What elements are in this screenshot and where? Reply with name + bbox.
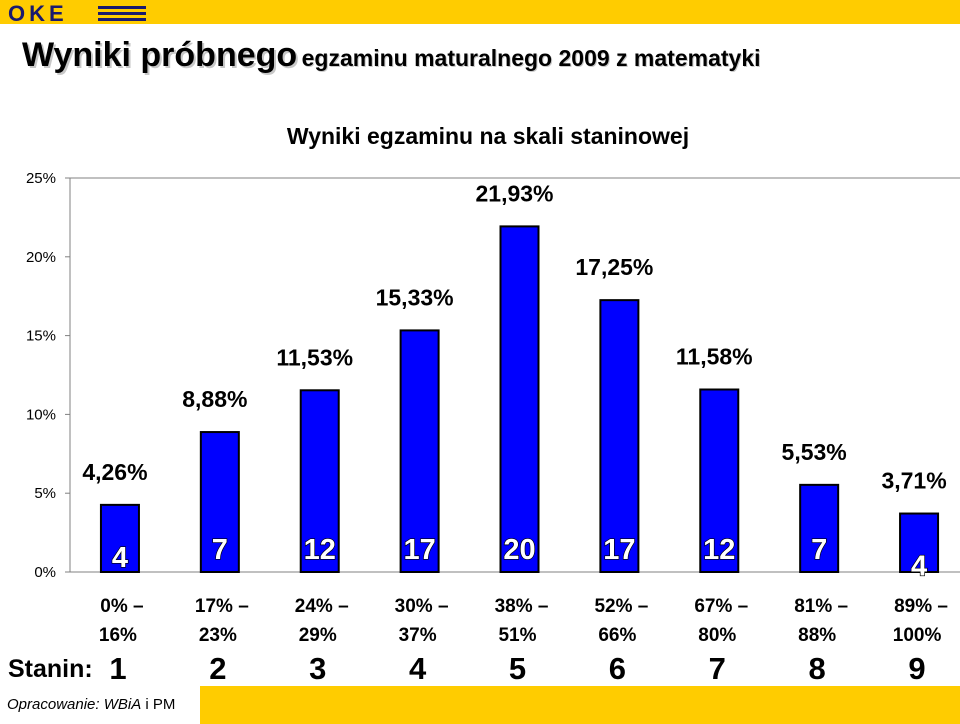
range-start-label: 89% –	[894, 596, 948, 617]
y-tick-label: 15%	[26, 328, 56, 345]
bar-value-label: 8,88%	[182, 386, 247, 412]
bar-value-label: 11,53%	[276, 344, 353, 370]
stanin-category-label: 8	[809, 651, 826, 686]
bar	[699, 388, 740, 573]
stanin-category-label: 4	[409, 651, 427, 686]
bar	[399, 329, 440, 573]
bar-value-label: 4,26%	[82, 459, 147, 485]
range-start-label: 30% –	[395, 596, 449, 617]
range-end-label: 66%	[598, 625, 636, 646]
page-title-bold: Wyniki próbnego	[22, 36, 298, 74]
range-start-label: 52% –	[594, 596, 648, 617]
range-start-label: 38% –	[495, 596, 549, 617]
bar-inner-label: 17	[603, 534, 635, 566]
bar-inner-label: 7	[811, 534, 827, 566]
range-start-label: 17% –	[195, 596, 249, 617]
bar-value-label: 15,33%	[376, 284, 454, 310]
bar	[499, 225, 540, 573]
stanin-category-label: 6	[609, 651, 626, 686]
oke-logo: OKE	[2, 2, 152, 24]
stanin-category-label: 7	[709, 651, 726, 686]
bar	[99, 503, 140, 573]
bar-inner-label: 7	[212, 534, 228, 566]
y-tick-label: 25%	[26, 170, 56, 187]
range-start-label: 81% –	[794, 596, 848, 617]
stanin-category-label: 9	[908, 651, 925, 686]
stanin-axis-label: Stanin:	[8, 655, 93, 683]
bar-inner-label: 17	[403, 534, 435, 566]
bar	[799, 483, 840, 573]
bar-inner-label: 4	[112, 542, 128, 574]
range-end-label: 51%	[498, 625, 536, 646]
footer-brand-bar	[200, 686, 960, 724]
stanin-category-label: 1	[109, 651, 126, 686]
bar	[899, 512, 940, 573]
y-tick-label: 0%	[34, 564, 56, 581]
chart-title: Wyniki egzaminu na skali staninowej	[287, 123, 689, 149]
range-end-label: 29%	[299, 625, 337, 646]
bar-value-label: 3,71%	[881, 468, 946, 494]
stanin-category-label: 2	[209, 651, 226, 686]
range-start-label: 67% –	[694, 596, 748, 617]
range-end-label: 16%	[99, 625, 137, 646]
range-start-label: 24% –	[295, 596, 349, 617]
range-start-label: 0% –	[100, 596, 143, 617]
bar-inner-label: 20	[503, 534, 535, 566]
bar	[299, 389, 340, 573]
bar-value-label: 11,58%	[676, 343, 753, 369]
y-tick-label: 20%	[26, 249, 56, 266]
bar-value-label: 5,53%	[782, 439, 847, 465]
stanin-category-label: 3	[309, 651, 326, 686]
range-end-label: 88%	[798, 625, 836, 646]
page-title: Wyniki próbnego egzaminu maturalnego 200…	[22, 36, 761, 75]
page-title-rest: egzaminu maturalnego 2009 z matematyki	[301, 45, 761, 71]
range-end-label: 80%	[698, 625, 736, 646]
credit-note: Opracowanie: WBiA i PM	[0, 693, 198, 724]
credit-rest: i PM	[141, 696, 176, 713]
y-tick-label: 5%	[34, 485, 56, 502]
range-end-label: 100%	[893, 625, 942, 646]
bar-inner-label: 12	[304, 534, 336, 566]
top-brand-bar	[0, 0, 960, 24]
credit-italic: Opracowanie: WBiA	[7, 696, 142, 713]
stanin-category-label: 5	[509, 651, 526, 686]
y-tick-label: 10%	[26, 406, 56, 423]
bar	[199, 431, 240, 574]
range-end-label: 37%	[399, 625, 437, 646]
bar-value-label: 21,93%	[475, 180, 553, 206]
range-end-label: 23%	[199, 625, 237, 646]
bar-inner-label: 12	[703, 534, 735, 566]
bar-value-label: 17,25%	[575, 254, 653, 280]
bar	[599, 299, 640, 573]
logo-text: OKE	[8, 2, 68, 24]
bar-inner-label: 4	[911, 551, 927, 583]
